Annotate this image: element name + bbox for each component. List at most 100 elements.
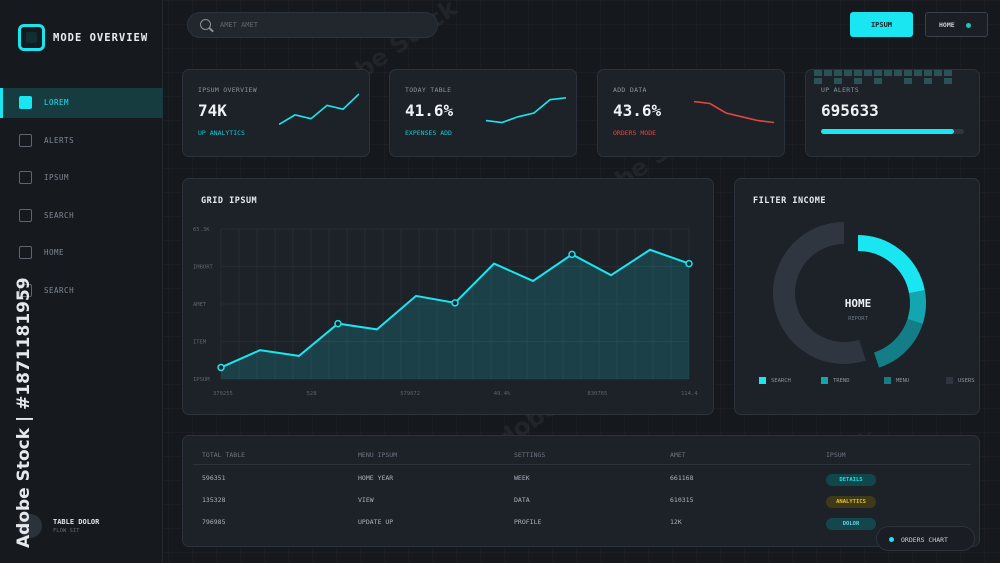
legend-swatch	[884, 377, 891, 384]
sidebar-item-search[interactable]: SEARCH	[0, 201, 163, 231]
sidebar-item-label: LOREM	[44, 98, 70, 107]
stat-card-up-alerts[interactable]: UP ALERTS 695633	[805, 69, 980, 157]
legend-label: SEARCH	[771, 378, 791, 384]
cell-total: 596351	[202, 474, 226, 482]
sidebar-item-home[interactable]: HOME	[0, 238, 163, 268]
grid-ipsum-card: GRID IPSUM 65.3K IMBORT AMET ITEM IPSUM 37025…	[182, 178, 714, 415]
stat-subtitle: EXPENSES ADD	[405, 129, 452, 137]
data-table-card: TOTAL TABLE MENU IPSUM SETTINGS AMET IPS…	[182, 435, 980, 547]
donut-slice	[857, 235, 925, 294]
orders-chart-chip[interactable]: ORDERS CHART	[876, 526, 975, 551]
cell-amet: 12K	[670, 518, 682, 526]
ipsum-button[interactable]: IPSUM	[850, 12, 913, 37]
legend-swatch	[821, 377, 828, 384]
table-divider	[193, 464, 971, 465]
stat-card-today-table[interactable]: TODAY TABLE 41.6% EXPENSES ADD	[389, 69, 577, 157]
search-icon	[200, 19, 211, 30]
donut-slice	[873, 318, 923, 368]
table-header: AMET	[670, 451, 686, 459]
square-logo-icon	[18, 24, 45, 51]
user-subtitle: FLOW SIT	[53, 528, 80, 534]
income-donut-chart[interactable]	[735, 209, 981, 369]
grid-chart-title: GRID IPSUM	[201, 196, 258, 206]
sparkline-line	[279, 93, 359, 126]
table-header: IPSUM	[826, 451, 846, 459]
cell-amet: 661168	[670, 474, 694, 482]
cell-settings: PROFILE	[514, 518, 542, 526]
cell-menu: VIEW	[358, 496, 374, 504]
data-point	[334, 319, 342, 328]
cell-menu: HOME YEAR	[358, 474, 394, 482]
stat-title: IPSUM OVERVIEW	[198, 86, 257, 94]
legend-swatch	[946, 377, 953, 384]
sidebar-item-label: SEARCH	[44, 211, 75, 220]
filter-income-title: FILTER INCOME	[753, 196, 827, 206]
stat-subtitle: UP ANALYTICS	[198, 129, 245, 137]
x-tick-label: 370255	[213, 391, 233, 397]
stat-subtitle: ORDERS MODE	[613, 129, 657, 137]
sidebar-item-search-2[interactable]: SEARCH	[0, 276, 163, 306]
legend-label: TREND	[833, 378, 850, 384]
stat-value: 74K	[198, 101, 227, 120]
stat-title: ADD DATA	[613, 86, 647, 94]
cell-menu: UPDATE UP	[358, 518, 394, 526]
sidebar-item-label: IPSUM	[44, 173, 70, 182]
status-dot-icon	[966, 23, 971, 28]
cell-total: 796985	[202, 518, 226, 526]
legend-label: MENU	[896, 378, 910, 384]
sparkline	[486, 97, 566, 124]
status-badge[interactable]: DOLOR	[826, 518, 876, 530]
y-tick-label: 65.3K	[193, 227, 210, 233]
stat-card-ipsum-overview[interactable]: IPSUM OVERVIEW 74K UP ANALYTICS	[182, 69, 370, 157]
y-tick-label: IMBORT	[193, 265, 214, 271]
stat-title: UP ALERTS	[821, 86, 859, 94]
y-tick-label: AMET	[193, 302, 207, 308]
alerts-progress-bar	[821, 129, 964, 134]
avatar[interactable]	[18, 514, 42, 538]
grid-area-chart[interactable]: 65.3K IMBORT AMET ITEM IPSUM 370255 528 579672 4…	[183, 179, 715, 416]
pixel-pattern-decoration	[814, 70, 952, 84]
y-tick-label: ITEM	[193, 340, 207, 346]
legend-swatch	[759, 377, 766, 384]
sparkline	[694, 100, 774, 124]
status-dot-icon	[889, 537, 894, 542]
filter-income-card: FILTER INCOME HOME REPORT	[734, 178, 980, 415]
donut-slice	[773, 222, 866, 364]
y-tick-label: IPSUM	[193, 377, 210, 383]
table-header: SETTINGS	[514, 451, 546, 459]
status-badge[interactable]: DETAILS	[826, 474, 876, 486]
user-name: TABLE DOLOR	[53, 518, 100, 526]
progress-fill	[821, 129, 954, 134]
sidebar-item-ipsum[interactable]: IPSUM	[0, 163, 163, 193]
orders-chart-label: ORDERS CHART	[901, 536, 948, 544]
sparkline	[279, 93, 359, 126]
data-point	[217, 363, 225, 372]
stat-value: 43.6%	[613, 101, 662, 120]
sidebar-item-alerts[interactable]: ALERTS	[0, 126, 163, 156]
search-input[interactable]	[220, 18, 420, 32]
x-tick-label: 49.4%	[494, 391, 511, 397]
status-badge[interactable]: ANALYTICS	[826, 496, 876, 508]
sidebar-item-lorem[interactable]: LOREM	[0, 88, 163, 118]
checkbox-icon	[19, 171, 32, 184]
checkbox-icon	[19, 134, 32, 147]
table-header: TOTAL TABLE	[202, 451, 246, 459]
home-button-label: HOME	[939, 20, 955, 29]
home-button[interactable]: HOME	[925, 12, 988, 37]
checkbox-icon	[19, 96, 32, 109]
sidebar-item-label: SEARCH	[44, 286, 75, 295]
cell-settings: DATA	[514, 496, 530, 504]
cell-settings: WEEK	[514, 474, 530, 482]
search-bar[interactable]	[187, 12, 438, 38]
area-fill	[221, 249, 689, 379]
donut-center-subtitle: REPORT	[848, 316, 868, 322]
donut-center-label: HOME	[844, 297, 872, 310]
donut-slice	[907, 290, 926, 325]
x-tick-label: 830765	[587, 391, 607, 397]
sparkline-line	[694, 100, 774, 124]
legend-label: USERS	[958, 378, 975, 384]
app-title: MODE OVERVIEW	[53, 32, 149, 44]
stat-card-add-data[interactable]: ADD DATA 43.6% ORDERS MODE	[597, 69, 785, 157]
data-point	[568, 250, 576, 259]
data-point	[451, 299, 459, 307]
